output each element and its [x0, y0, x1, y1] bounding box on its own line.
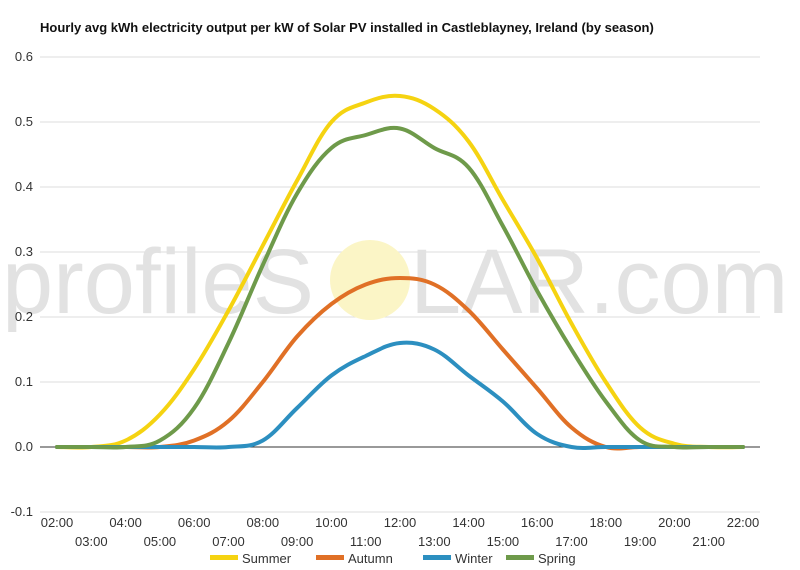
series-line-winter: [55, 340, 745, 451]
legend-label: Summer: [242, 551, 292, 566]
legend-label: Spring: [538, 551, 576, 566]
y-tick-label: -0.1: [11, 504, 33, 519]
x-axis: 02:0003:0004:0005:0006:0007:0008:0009:00…: [41, 515, 760, 549]
x-tick-label: 11:00: [350, 534, 382, 549]
x-tick-label: 08:00: [247, 515, 280, 530]
legend-label: Autumn: [348, 551, 393, 566]
series-line-spring: [55, 125, 745, 450]
watermark: profileS LAR.com: [2, 231, 788, 333]
x-tick-label: 09:00: [281, 534, 314, 549]
legend-label: Winter: [455, 551, 493, 566]
x-tick-label: 19:00: [624, 534, 657, 549]
x-tick-label: 04:00: [109, 515, 142, 530]
watermark-text-right: LAR.com: [410, 231, 788, 333]
watermark-text-left: profileS: [2, 231, 314, 333]
x-tick-label: 15:00: [487, 534, 520, 549]
legend-swatch: [316, 555, 344, 560]
y-tick-label: 0.0: [15, 439, 33, 454]
x-tick-label: 07:00: [212, 534, 245, 549]
y-tick-label: 0.3: [15, 244, 33, 259]
x-tick-label: 20:00: [658, 515, 691, 530]
chart-title: Hourly avg kWh electricity output per kW…: [40, 20, 654, 35]
legend-item-winter[interactable]: Winter: [423, 551, 493, 566]
x-tick-label: 18:00: [590, 515, 623, 530]
watermark-sun-icon: [330, 240, 410, 320]
series-lines: [55, 93, 745, 451]
x-tick-label: 16:00: [521, 515, 554, 530]
legend[interactable]: Summer Autumn Winter Spring: [210, 551, 576, 566]
y-tick-label: 0.2: [15, 309, 33, 324]
y-tick-label: 0.6: [15, 49, 33, 64]
x-tick-label: 14:00: [452, 515, 485, 530]
x-tick-label: 21:00: [692, 534, 725, 549]
x-tick-label: 03:00: [75, 534, 108, 549]
x-tick-label: 12:00: [384, 515, 417, 530]
y-axis: -0.1 0.0 0.1 0.2 0.3 0.4 0.5 0.6: [11, 49, 33, 519]
y-tick-label: 0.5: [15, 114, 33, 129]
y-tick-label: 0.4: [15, 179, 33, 194]
x-tick-label: 02:00: [41, 515, 74, 530]
x-tick-label: 13:00: [418, 534, 451, 549]
legend-swatch: [423, 555, 451, 560]
x-tick-label: 06:00: [178, 515, 211, 530]
legend-item-spring[interactable]: Spring: [506, 551, 576, 566]
legend-swatch: [506, 555, 534, 560]
x-tick-label: 10:00: [315, 515, 348, 530]
x-tick-label: 17:00: [555, 534, 588, 549]
y-tick-label: 0.1: [15, 374, 33, 389]
legend-item-autumn[interactable]: Autumn: [316, 551, 393, 566]
x-tick-label: 22:00: [727, 515, 760, 530]
x-tick-label: 05:00: [144, 534, 177, 549]
legend-swatch: [210, 555, 238, 560]
legend-item-summer[interactable]: Summer: [210, 551, 292, 566]
series-line-summer: [55, 93, 745, 450]
